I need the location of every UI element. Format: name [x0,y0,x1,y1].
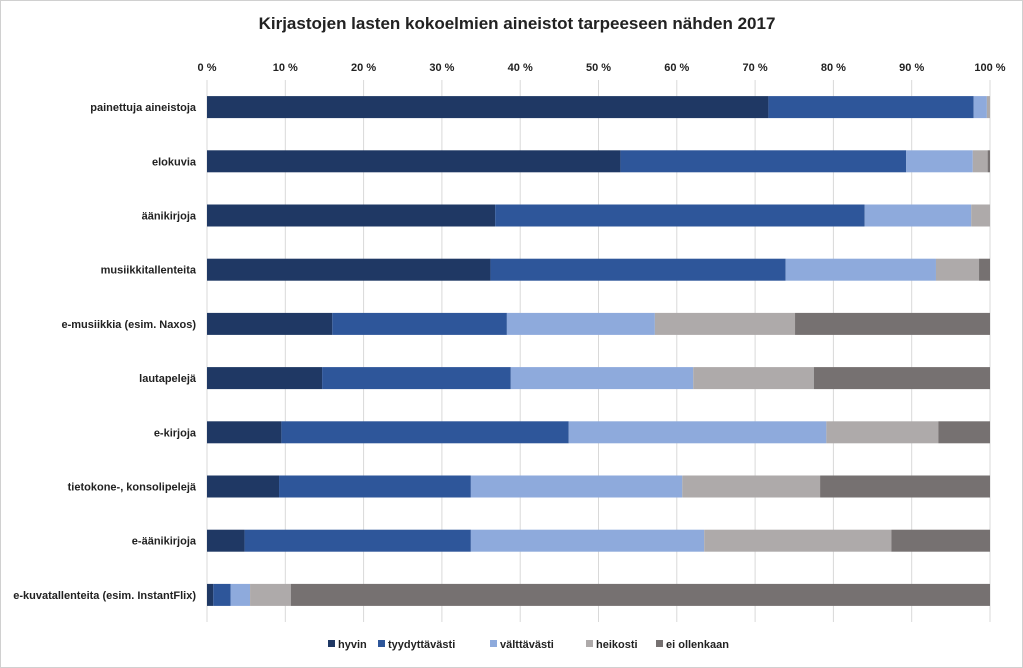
bar-ei-ollenkaan [891,529,990,552]
bar-tyydyttävästi [281,421,569,444]
x-tick-label: 20 % [351,62,376,74]
bar-hyvin [207,96,769,119]
bar-hyvin [207,204,496,227]
category-label: painettuja aineistoja [90,102,197,114]
x-tick-label: 50 % [586,62,611,74]
category-label: e-kirjoja [154,427,197,439]
bar-heikosti [654,312,796,335]
bar-tyydyttävästi [332,312,507,335]
bar-hyvin [207,258,491,281]
category-label: e-kuvatallenteita (esim. InstantFlix) [13,590,196,602]
x-tick-label: 100 % [974,62,1005,74]
bar-hyvin [207,312,333,335]
legend-swatch [656,640,663,647]
legend-label: ei ollenkaan [666,639,729,651]
bar-hyvin [207,583,214,606]
chart-title: Kirjastojen lasten kokoelmien aineistot … [259,14,776,33]
bar-välttävästi [230,583,251,606]
legend-swatch [378,640,385,647]
x-tick-label: 30 % [429,62,454,74]
bar-ei-ollenkaan [813,367,990,390]
bar-tyydyttävästi [620,150,907,173]
bar-välttävästi [906,150,973,173]
category-label: tietokone-, konsolipelejä [68,482,197,494]
x-axis-ticks: 0 % 10 % 20 % 30 % 40 % 50 % 60 % 70 % 80 % 90 % 1… [198,62,1006,74]
bar-välttävästi [470,529,705,552]
bar-tyydyttävästi [490,258,786,281]
bar-tyydyttävästi [495,204,865,227]
bar-heikosti [704,529,892,552]
bar-hyvin [207,475,280,498]
bar-välttävästi [510,367,694,390]
bar-heikosti [682,475,821,498]
bar-tyydyttävästi [244,529,471,552]
category-labels: painettuja aineistoja elokuvia äänikirjoja… [13,102,197,602]
bars [207,96,990,606]
category-label: e-musiikkia (esim. Naxos) [61,319,196,331]
legend-label: heikosti [596,639,638,651]
bar-heikosti [693,367,814,390]
x-tick-label: 0 % [198,62,217,74]
category-label: musiikkitallenteita [101,265,197,277]
bar-välttävästi [470,475,683,498]
bar-välttävästi [864,204,972,227]
bar-heikosti [935,258,980,281]
legend-label: tyydyttävästi [388,639,455,651]
bar-heikosti [986,96,990,119]
bar-hyvin [207,529,245,552]
bar-heikosti [972,150,988,173]
category-label: lautapelejä [139,373,197,385]
x-tick-label: 40 % [508,62,533,74]
bar-ei-ollenkaan [795,312,990,335]
bar-välttävästi [568,421,827,444]
bar-heikosti [826,421,939,444]
legend-swatch [490,640,497,647]
x-tick-label: 80 % [821,62,846,74]
bar-ei-ollenkaan [938,421,990,444]
bar-tyydyttävästi [279,475,471,498]
bar-välttävästi [973,96,987,119]
bar-välttävästi [506,312,655,335]
x-tick-label: 90 % [899,62,924,74]
legend-swatch [586,640,593,647]
bar-heikosti [250,583,291,606]
legend-label: hyvin [338,639,367,651]
category-label: elokuvia [152,156,197,168]
category-label: e-äänikirjoja [132,536,197,548]
bar-tyydyttävästi [213,583,231,606]
category-label: äänikirjoja [142,211,197,223]
bar-tyydyttävästi [322,367,511,390]
x-tick-label: 10 % [273,62,298,74]
bar-tyydyttävästi [768,96,974,119]
bar-ei-ollenkaan [290,583,990,606]
x-tick-label: 60 % [664,62,689,74]
bar-heikosti [971,204,990,227]
x-tick-label: 70 % [743,62,768,74]
legend-label: välttävästi [500,639,554,651]
bar-välttävästi [785,258,936,281]
bar-ei-ollenkaan [979,258,990,281]
bar-ei-ollenkaan [820,475,990,498]
bar-hyvin [207,150,621,173]
bar-ei-ollenkaan [987,150,990,173]
legend-swatch [328,640,335,647]
legend: hyvin tyydyttävästi välttävästi heikosti ei … [328,639,729,651]
bar-hyvin [207,367,323,390]
bar-hyvin [207,421,282,444]
